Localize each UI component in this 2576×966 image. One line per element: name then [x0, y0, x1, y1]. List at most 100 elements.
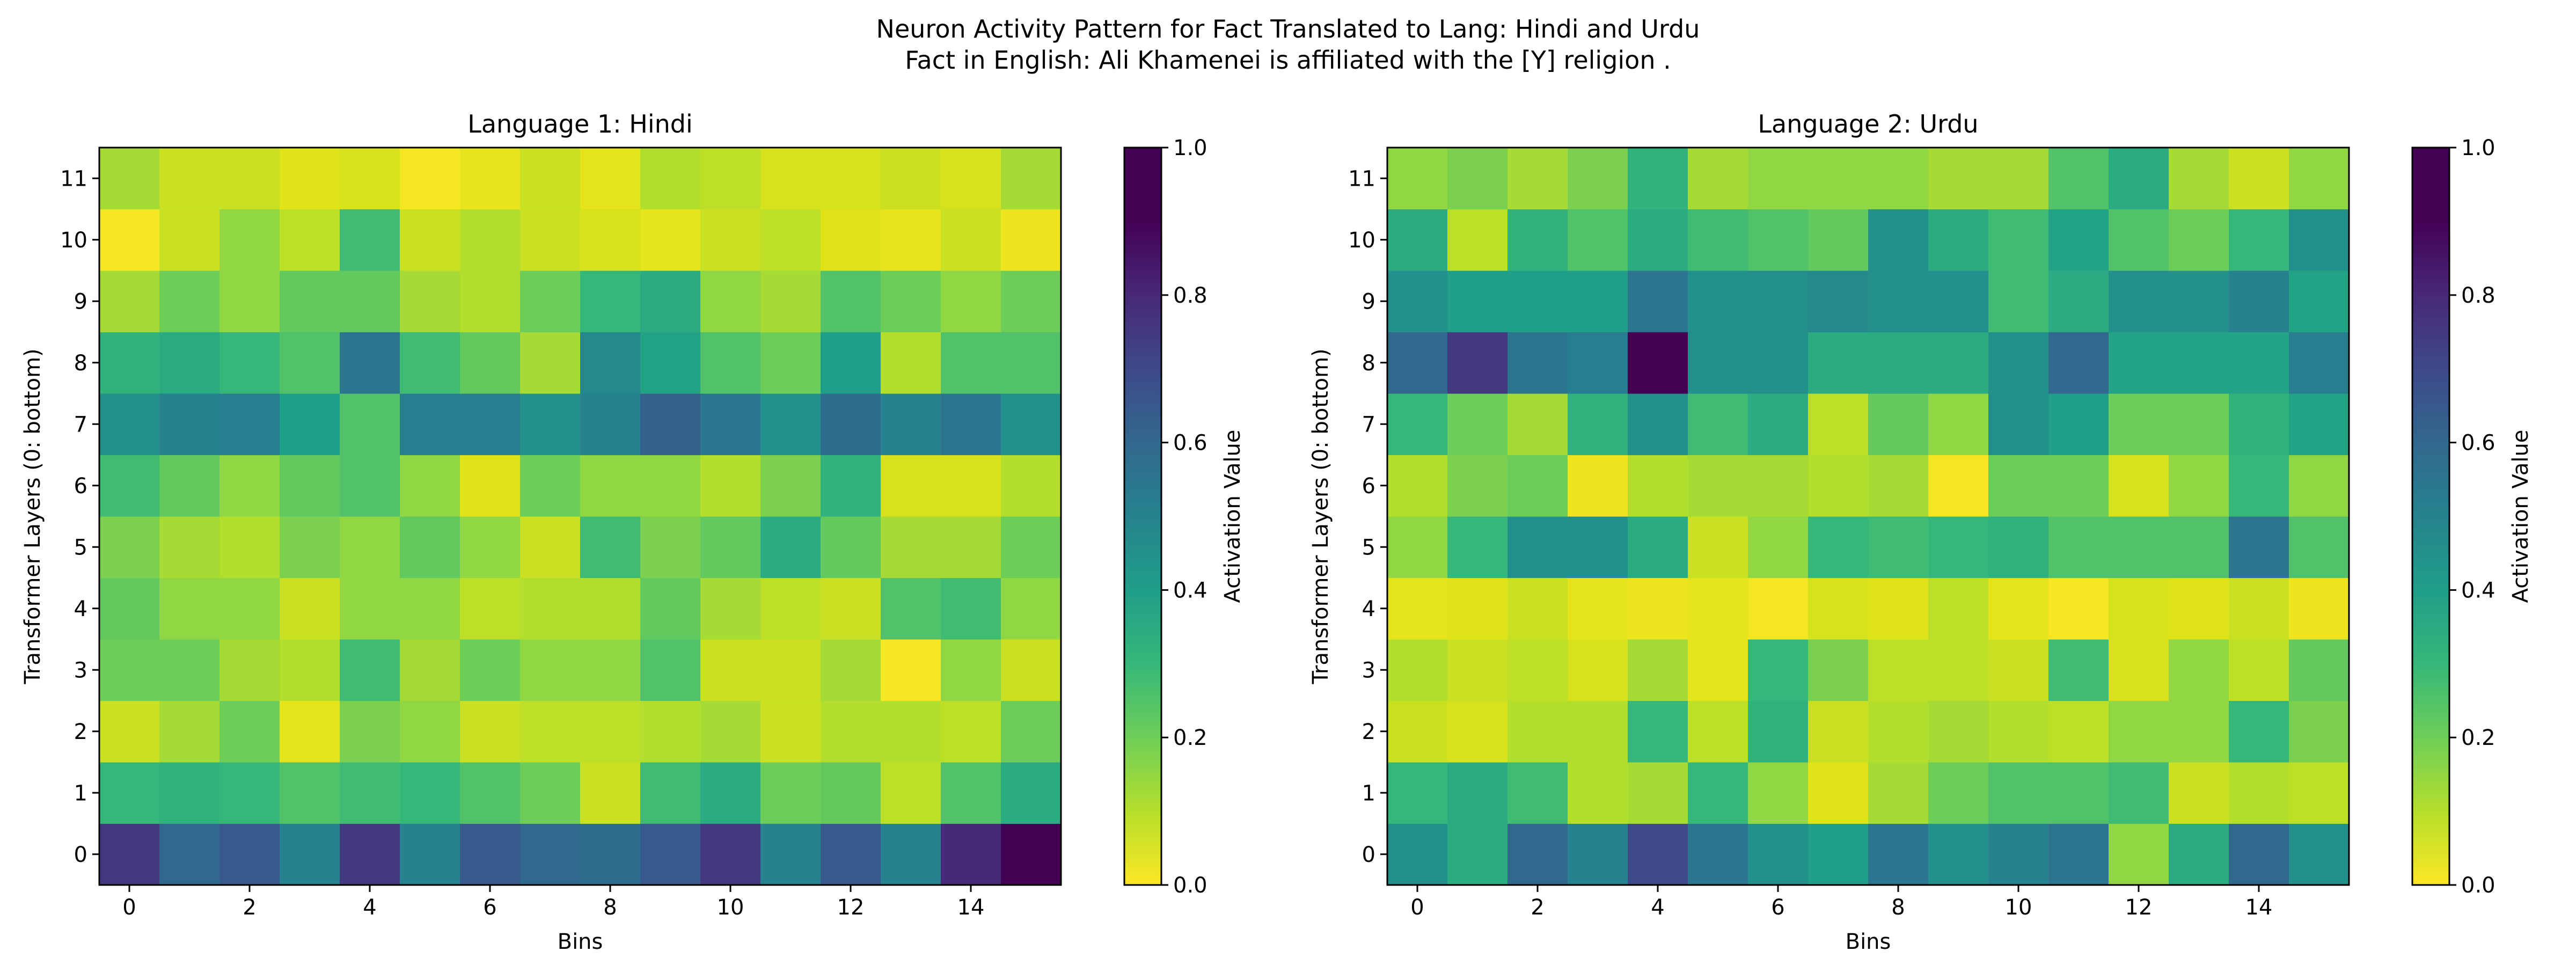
heatmap-cell-r7-c5 — [400, 393, 460, 456]
heatmap-cell-r6-c9 — [1928, 455, 1989, 517]
heatmap-cell-r7-c0 — [1387, 393, 1448, 456]
heatmap-cell-r6-c1 — [1447, 455, 1508, 517]
y-tick-label: 5 — [74, 535, 87, 560]
heatmap-cell-r7-c9 — [640, 393, 701, 456]
x-tick-label: 10 — [717, 895, 744, 920]
heatmap-cell-r4-c9 — [1928, 577, 1989, 640]
heatmap-cell-r1-c6 — [1748, 762, 1809, 824]
heatmap-cell-r5-c1 — [1447, 516, 1508, 579]
heatmap-cell-r8-c13 — [2169, 332, 2229, 394]
heatmap-cell-r9-c11 — [760, 270, 821, 333]
heatmap-cell-r9-c0 — [1387, 270, 1448, 333]
y-tick-label: 11 — [60, 166, 87, 191]
heatmap-cell-r5-c13 — [2169, 516, 2229, 579]
heatmap-cell-r8-c4 — [1628, 332, 1688, 394]
heatmap-cell-r11-c1 — [1447, 148, 1508, 210]
heatmap-cell-r11-c13 — [881, 148, 941, 210]
colorbar-tick-label: 0.4 — [1173, 578, 1208, 603]
heatmap-cell-r0-c14 — [941, 823, 1001, 885]
heatmap-cell-r7-c6 — [1748, 393, 1809, 456]
heatmap-cell-r6-c7 — [520, 455, 581, 517]
heatmap-cell-r5-c1 — [159, 516, 220, 579]
colorbar-tick-label: 0.2 — [2461, 726, 2496, 750]
heatmap-cell-r2-c3 — [1568, 700, 1628, 763]
heatmap-cell-r0-c13 — [881, 823, 941, 885]
heatmap-cell-r5-c5 — [400, 516, 460, 579]
heatmap-cell-r2-c12 — [821, 700, 881, 763]
heatmap-cell-r8-c5 — [1688, 332, 1748, 394]
heatmap-cell-r6-c1 — [159, 455, 220, 517]
heatmap-cell-r7-c13 — [2169, 393, 2229, 456]
heatmap-cell-r3-c4 — [340, 639, 400, 701]
heatmap-cell-r11-c5 — [400, 148, 460, 210]
heatmap-cell-r11-c7 — [1808, 148, 1869, 210]
heatmap-cell-r5-c7 — [520, 516, 581, 579]
heatmap-cell-r5-c14 — [2229, 516, 2289, 579]
heatmap-cell-r10-c13 — [881, 209, 941, 271]
heatmap-cell-r2-c10 — [1988, 700, 2049, 763]
heatmap-cell-r8-c1 — [1447, 332, 1508, 394]
heatmap-cell-r3-c12 — [2109, 639, 2169, 701]
y-tick-label: 9 — [1362, 289, 1375, 314]
heatmap-cell-r0-c6 — [460, 823, 521, 885]
heatmap-cell-r5-c3 — [1568, 516, 1628, 579]
heatmap-cell-r5-c10 — [1988, 516, 2049, 579]
y-tick-label: 8 — [1362, 351, 1375, 376]
y-tick-label: 10 — [60, 228, 87, 253]
heatmap-cell-r1-c10 — [1988, 762, 2049, 824]
heatmap-cell-r5-c12 — [2109, 516, 2169, 579]
heatmap-cell-r9-c9 — [1928, 270, 1989, 333]
heatmap-cell-r9-c15 — [1001, 270, 1062, 333]
heatmap-cell-r8-c0 — [1387, 332, 1448, 394]
heatmap-cell-r6-c10 — [700, 455, 761, 517]
colorbar-label: Activation Value — [1220, 430, 1245, 603]
heatmap-cell-r1-c0 — [1387, 762, 1448, 824]
heatmap-cell-r8-c9 — [640, 332, 701, 394]
heatmap-cell-r0-c5 — [1688, 823, 1748, 885]
heatmap-cell-r2-c4 — [1628, 700, 1688, 763]
heatmap-cell-r10-c11 — [760, 209, 821, 271]
heatmap-cell-r5-c8 — [580, 516, 641, 579]
heatmap-cell-r2-c12 — [2109, 700, 2169, 763]
heatmap-cell-r1-c4 — [1628, 762, 1688, 824]
heatmap-cell-r5-c9 — [640, 516, 701, 579]
heatmap-cell-r6-c6 — [460, 455, 521, 517]
heatmap-cell-r9-c6 — [460, 270, 521, 333]
heatmap-cell-r0-c1 — [1447, 823, 1508, 885]
heatmap-cell-r1-c15 — [1001, 762, 1062, 824]
heatmap-cell-r2-c10 — [700, 700, 761, 763]
heatmap-cell-r9-c10 — [700, 270, 761, 333]
heatmap-cell-r10-c5 — [1688, 209, 1748, 271]
heatmap-cell-r11-c6 — [460, 148, 521, 210]
heatmap-cell-r3-c4 — [1628, 639, 1688, 701]
heatmap-cell-r1-c10 — [700, 762, 761, 824]
heatmap-cell-r10-c0 — [1387, 209, 1448, 271]
heatmap-cell-r4-c1 — [159, 577, 220, 640]
x-tick-label: 0 — [122, 895, 136, 920]
heatmap-cell-r0-c6 — [1748, 823, 1809, 885]
heatmap-cell-r5-c7 — [1808, 516, 1869, 579]
x-axis-label: Bins — [558, 930, 603, 954]
heatmap-cell-r9-c1 — [159, 270, 220, 333]
heatmap-cell-r10-c14 — [941, 209, 1001, 271]
heatmap-cell-r8-c7 — [520, 332, 581, 394]
heatmap-cell-r2-c2 — [1507, 700, 1568, 763]
heatmap-cell-r8-c0 — [99, 332, 160, 394]
heatmap-cell-r9-c8 — [580, 270, 641, 333]
x-axis-ticks: 0 2 4 6 8 10 12 14 — [122, 885, 984, 920]
heatmap-cell-r10-c4 — [1628, 209, 1688, 271]
heatmap-cell-r11-c14 — [941, 148, 1001, 210]
heatmap-cell-r8-c15 — [2289, 332, 2350, 394]
heatmap-cell-r11-c3 — [280, 148, 340, 210]
heatmap-cell-r9-c13 — [881, 270, 941, 333]
heatmap-cell-r5-c0 — [99, 516, 160, 579]
heatmap-cell-r0-c8 — [580, 823, 641, 885]
heatmap-cell-r5-c14 — [941, 516, 1001, 579]
heatmap-cell-r6-c5 — [400, 455, 460, 517]
y-tick-label: 9 — [74, 289, 87, 314]
heatmap-cell-r4-c3 — [280, 577, 340, 640]
heatmap-cell-r5-c4 — [1628, 516, 1688, 579]
heatmap-cell-r9-c12 — [2109, 270, 2169, 333]
heatmap-cell-r9-c10 — [1988, 270, 2049, 333]
heatmap-cell-r1-c0 — [99, 762, 160, 824]
